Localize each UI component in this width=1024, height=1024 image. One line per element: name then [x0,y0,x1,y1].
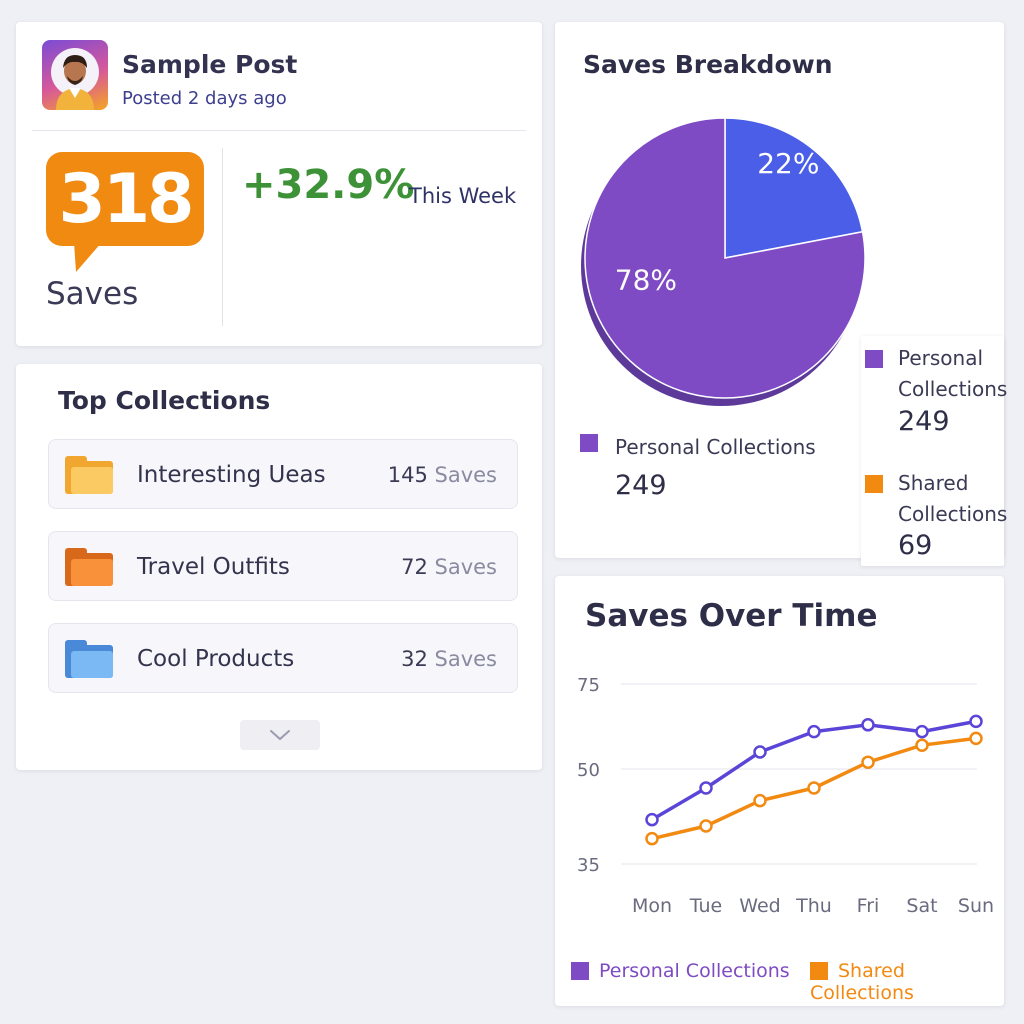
pie-slice [584,117,866,399]
folder-icon [65,548,113,586]
legend-swatch [580,434,598,452]
data-point [753,793,767,808]
saves-label: Saves [46,276,139,312]
x-tick-label: Sun [958,895,994,917]
chart-legend-item: Shared Collections [810,960,914,1004]
divider [222,148,223,326]
data-point [861,718,875,732]
legend-swatch [571,962,589,980]
legend-label: Personal Collections [898,346,1008,401]
pie-label: 78% [615,263,677,296]
data-point [915,738,929,752]
data-point [699,781,713,795]
x-tick-label: Fri [857,895,880,917]
collection-count: 145 Saves [387,463,497,487]
data-point [807,781,821,795]
pie-chart: 22% 78% [581,117,866,406]
legend-swatch [810,962,828,980]
legend-label: Personal Collections [615,435,816,459]
data-point [969,714,983,729]
x-tick-label: Mon [632,895,672,917]
post-date: Posted 2 days ago [122,88,287,109]
chevron-down-icon [270,730,290,741]
data-point [915,724,929,739]
pie-label: 22% [757,147,819,180]
line-chart: 75 50 35 Mon Tue Wed Thu Fri Sat Sun [577,675,994,917]
section-title: Top Collections [58,386,271,415]
chart-legend-item: Personal Collections [571,960,790,982]
post-summary-card: Sample Post Posted 2 days ago 318 Saves … [16,22,542,346]
growth-period: This Week [409,184,517,208]
saves-over-time-card: Saves Over Time 75 50 35 Mon Tue Wed Thu Fri Sat… [555,576,1004,1006]
data-point [969,731,983,746]
data-point [645,831,659,846]
collection-item[interactable]: Travel Outfits 72 Saves [48,531,518,601]
data-point [807,724,821,739]
x-tick-label: Wed [739,895,780,917]
post-title: Sample Post [122,50,298,79]
legend-swatch [865,475,883,493]
collection-item[interactable]: Cool Products 32 Saves [48,623,518,693]
legend-value: 249 [615,470,667,501]
top-collections-card: Top Collections Interesting Ueas 145 Sav… [16,364,542,770]
legend-label: Shared Collections [898,471,1008,526]
data-point [861,755,875,769]
collection-name: Interesting Ueas [137,462,326,488]
avatar[interactable] [42,40,108,110]
legend-panel: Personal Collections 249 Shared Collecti… [861,336,1008,566]
y-tick-label: 35 [577,855,600,876]
collection-name: Travel Outfits [137,554,290,580]
collection-item[interactable]: Interesting Ueas 145 Saves [48,439,518,509]
saves-count-bubble: 318 [46,152,204,272]
x-tick-label: Thu [795,895,832,917]
section-title: Saves Breakdown [583,50,833,79]
data-point [699,819,713,833]
collection-count: 72 Saves [401,555,497,579]
y-tick-label: 75 [577,675,600,696]
collection-count: 32 Saves [401,647,497,671]
growth-percentage: +32.9% [242,162,415,208]
x-tick-label: Tue [689,895,722,917]
collection-name: Cool Products [137,646,295,672]
x-tick-label: Sat [906,895,937,917]
divider [32,130,526,131]
person-avatar-icon [51,48,99,110]
section-title: Saves Over Time [585,598,878,634]
folder-icon [65,640,113,678]
pie-slice [724,117,864,259]
folder-icon [65,456,113,494]
data-point [753,745,767,759]
data-point [645,812,659,827]
legend-swatch [865,350,883,368]
saves-count: 318 [58,159,195,239]
legend-value: 69 [898,530,933,561]
legend-value: 249 [898,406,950,437]
y-tick-label: 50 [577,760,600,781]
show-more-button[interactable] [240,720,320,750]
